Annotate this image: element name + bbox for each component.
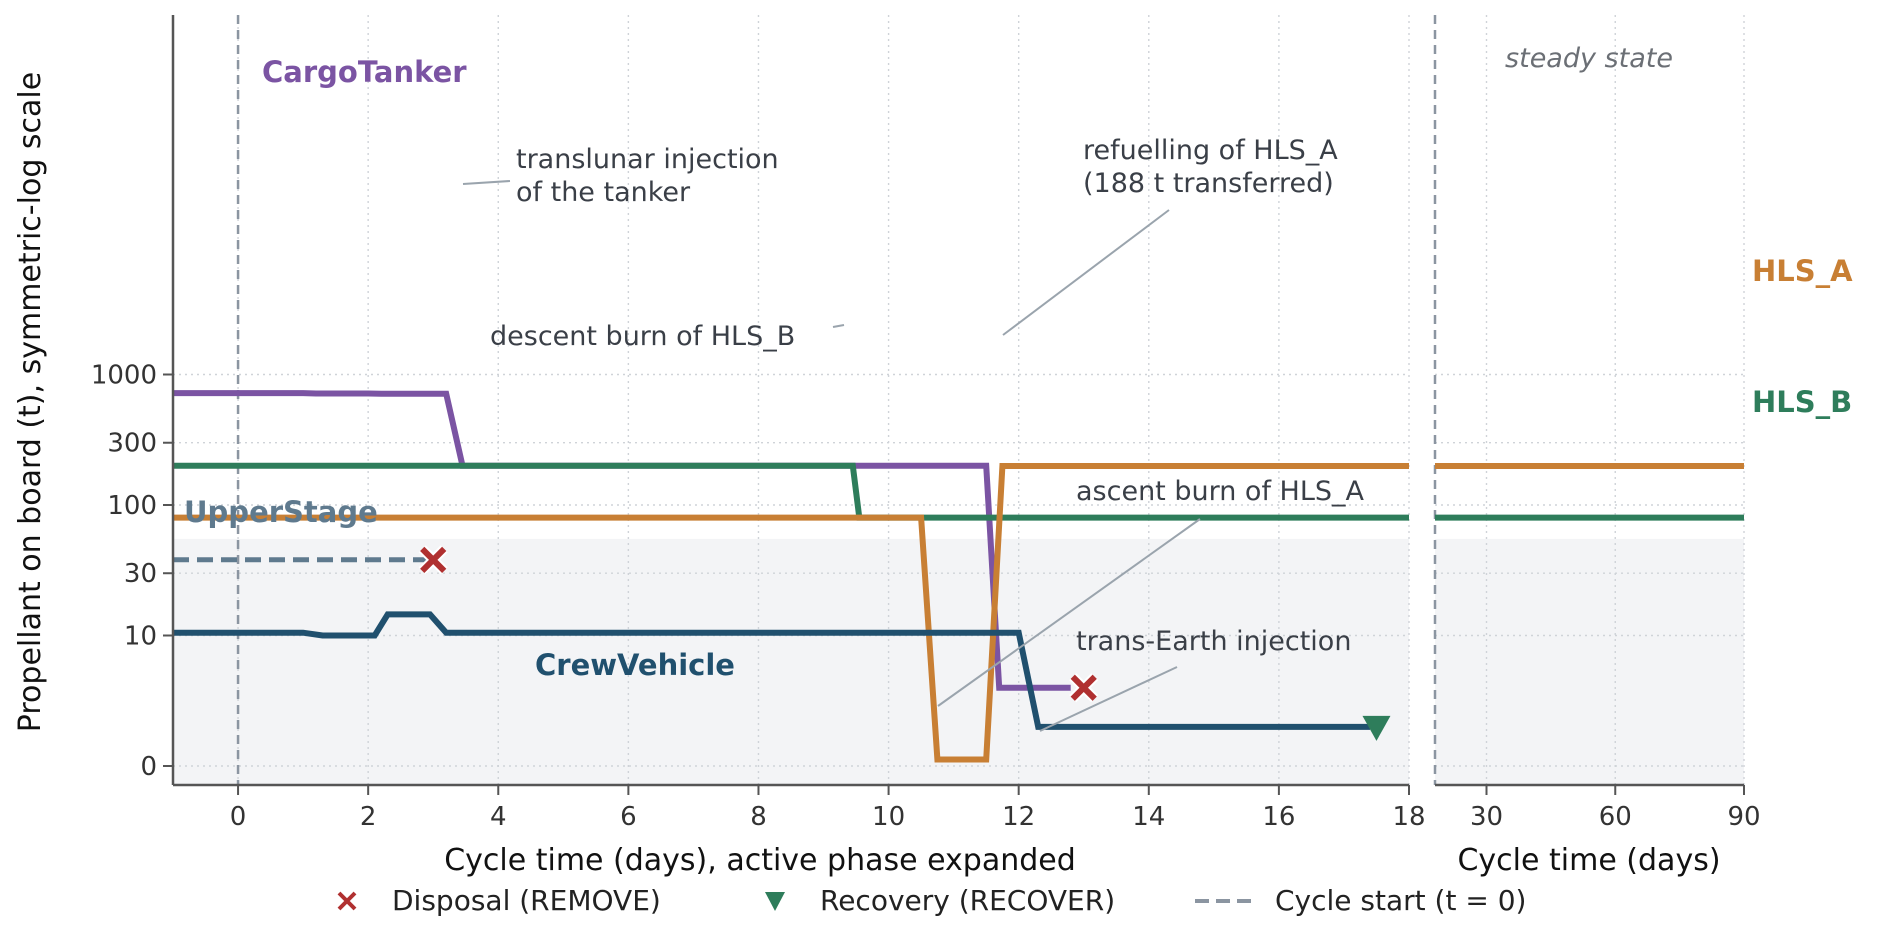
x-tick-label-10: 10 — [872, 802, 905, 832]
series-line-CargoTanker — [173, 390, 1071, 691]
series-line-HLS_B — [173, 462, 1409, 521]
x2-tick-label-60: 60 — [1599, 802, 1632, 832]
series-label-UpperStage: UpperStage — [184, 495, 378, 529]
annotation-line-0-0: translunar injection — [516, 144, 779, 175]
legend-label-2: Cycle start (t = 0) — [1275, 884, 1526, 917]
legend-label-1: Recovery (RECOVER) — [820, 884, 1115, 917]
annotation-leader-2 — [832, 324, 845, 328]
legend-marker-recovery — [765, 892, 785, 911]
series-label-HLS_A: HLS_A — [1752, 254, 1853, 288]
x-tick-label-0: 0 — [230, 802, 247, 832]
x-axis-label-active: Cycle time (days), active phase expanded — [444, 843, 1076, 878]
y-tick-label-1000: 1000 — [91, 361, 157, 391]
steady-state-title: steady state — [1505, 43, 1673, 74]
shaded-band-1 — [173, 538, 1409, 785]
y-tick-label-0: 0 — [140, 752, 157, 782]
x-tick-label-14: 14 — [1132, 802, 1165, 832]
annotation-line-4-0: trans-Earth injection — [1076, 626, 1351, 657]
x-tick-label-16: 16 — [1262, 802, 1295, 832]
annotation-text-3: ascent burn of HLS_A — [1076, 476, 1365, 507]
annotation-line-3-0: ascent burn of HLS_A — [1076, 476, 1365, 507]
series-line-HLS_A — [173, 463, 1409, 763]
axes-layer: 0 10 30 100 300 1000 0 2 4 6 8 10 12 14 16 18 30 60 90 — [91, 15, 1761, 832]
series-line-CrewVehicle — [173, 611, 1370, 730]
annotation-text-1: refuelling of HLS_A (188 t transferred) — [1083, 135, 1338, 199]
x-tick-label-18: 18 — [1392, 802, 1425, 832]
x-tick-label-12: 12 — [1002, 802, 1035, 832]
series-label-CargoTanker: CargoTanker — [262, 55, 467, 89]
annotation-line-2-0: descent burn of HLS_B — [490, 321, 795, 352]
annotation-text-0: translunar injection of the tanker — [516, 144, 779, 208]
annotation-text-4: trans-Earth injection — [1076, 626, 1351, 657]
annotation-text-2: descent burn of HLS_B — [490, 321, 795, 352]
series-layer — [173, 390, 1744, 763]
legend-label-0: Disposal (REMOVE) — [392, 884, 661, 917]
annotation-leader-1 — [1002, 209, 1170, 336]
shaded-band-layer — [173, 538, 1744, 785]
annotation-line-1-0: refuelling of HLS_A — [1083, 135, 1338, 166]
x-tick-label-4: 4 — [490, 802, 507, 832]
series-label-CrewVehicle: CrewVehicle — [535, 648, 735, 682]
y-tick-label-10: 10 — [124, 622, 157, 652]
x-axis-label-steady: Cycle time (days) — [1457, 843, 1720, 878]
disposal-marker-0 — [420, 546, 447, 573]
shaded-band-2 — [1435, 538, 1744, 785]
x-tick-label-6: 6 — [620, 802, 637, 832]
legend-marker-disposal — [337, 891, 357, 911]
annotation-line-1-1: (188 t transferred) — [1083, 168, 1334, 199]
series-label-HLS_B: HLS_B — [1752, 385, 1852, 419]
marker-layer — [418, 545, 1391, 741]
y-tick-label-30: 30 — [124, 559, 157, 589]
x-tick-label-2: 2 — [360, 802, 377, 832]
annotation-leader-3 — [937, 518, 1201, 707]
y-axis-label: Propellant on board (t), symmetric-log s… — [13, 72, 48, 732]
x-tick-label-8: 8 — [750, 802, 767, 832]
recovery-marker-2 — [1362, 715, 1391, 741]
annotation-leader-4 — [1039, 666, 1178, 732]
annotation-line-0-1: of the tanker — [516, 177, 691, 208]
annotation-layer: translunar injection of the tanker refuell… — [184, 55, 1853, 732]
x2-tick-label-30: 30 — [1470, 802, 1503, 832]
vline-layer — [236, 15, 1437, 785]
disposal-marker-1 — [1070, 674, 1097, 701]
annotation-leader-0 — [462, 180, 511, 185]
x2-tick-label-90: 90 — [1727, 802, 1760, 832]
y-tick-label-100: 100 — [107, 491, 157, 521]
y-tick-label-300: 300 — [107, 429, 157, 459]
legend: Disposal (REMOVE) Recovery (RECOVER) Cycle… — [337, 884, 1526, 917]
